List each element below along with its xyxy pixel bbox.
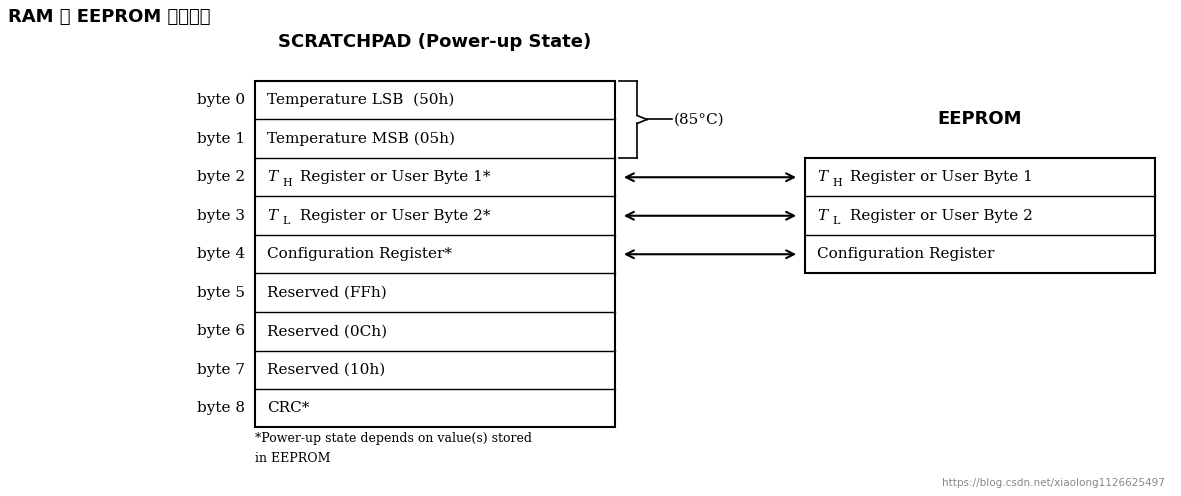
- Text: Reserved (0Ch): Reserved (0Ch): [267, 324, 387, 338]
- Text: L: L: [833, 216, 840, 226]
- Text: byte 6: byte 6: [197, 324, 244, 338]
- Text: byte 3: byte 3: [197, 209, 244, 223]
- Text: EEPROM: EEPROM: [938, 110, 1023, 128]
- Text: RAM 及 EEPROM 结构图：: RAM 及 EEPROM 结构图：: [8, 8, 210, 26]
- Text: byte 4: byte 4: [197, 247, 244, 261]
- Bar: [255, 81, 615, 428]
- Text: in EEPROM: in EEPROM: [255, 452, 331, 466]
- Text: Configuration Register*: Configuration Register*: [267, 247, 452, 261]
- Text: byte 0: byte 0: [197, 93, 244, 107]
- Text: Reserved (FFh): Reserved (FFh): [267, 286, 386, 300]
- Text: L: L: [282, 216, 289, 226]
- Text: T: T: [267, 170, 278, 184]
- Text: *Power-up state depends on value(s) stored: *Power-up state depends on value(s) stor…: [255, 433, 531, 445]
- Text: Register or User Byte 2: Register or User Byte 2: [844, 209, 1033, 223]
- Text: byte 1: byte 1: [197, 132, 244, 146]
- Text: H: H: [833, 178, 842, 188]
- Text: Temperature LSB  (50h): Temperature LSB (50h): [267, 93, 455, 108]
- Bar: [805, 158, 1155, 273]
- Text: T: T: [817, 170, 827, 184]
- Text: byte 5: byte 5: [197, 286, 244, 300]
- Text: Register or User Byte 1*: Register or User Byte 1*: [295, 170, 490, 184]
- Text: T: T: [267, 209, 278, 223]
- Text: T: T: [817, 209, 827, 223]
- Text: https://blog.csdn.net/xiaolong1126625497: https://blog.csdn.net/xiaolong1126625497: [942, 478, 1164, 488]
- Text: Reserved (10h): Reserved (10h): [267, 363, 385, 377]
- Text: SCRATCHPAD (Power-up State): SCRATCHPAD (Power-up State): [279, 33, 592, 51]
- Text: CRC*: CRC*: [267, 401, 309, 415]
- Text: Configuration Register: Configuration Register: [817, 247, 994, 261]
- Text: H: H: [282, 178, 292, 188]
- Text: Register or User Byte 1: Register or User Byte 1: [844, 170, 1033, 184]
- Text: Register or User Byte 2*: Register or User Byte 2*: [295, 209, 490, 223]
- Text: Temperature MSB (05h): Temperature MSB (05h): [267, 131, 455, 146]
- Text: byte 2: byte 2: [197, 170, 244, 184]
- Text: byte 8: byte 8: [197, 401, 244, 415]
- Text: byte 7: byte 7: [197, 363, 244, 377]
- Text: (85°C): (85°C): [674, 113, 725, 126]
